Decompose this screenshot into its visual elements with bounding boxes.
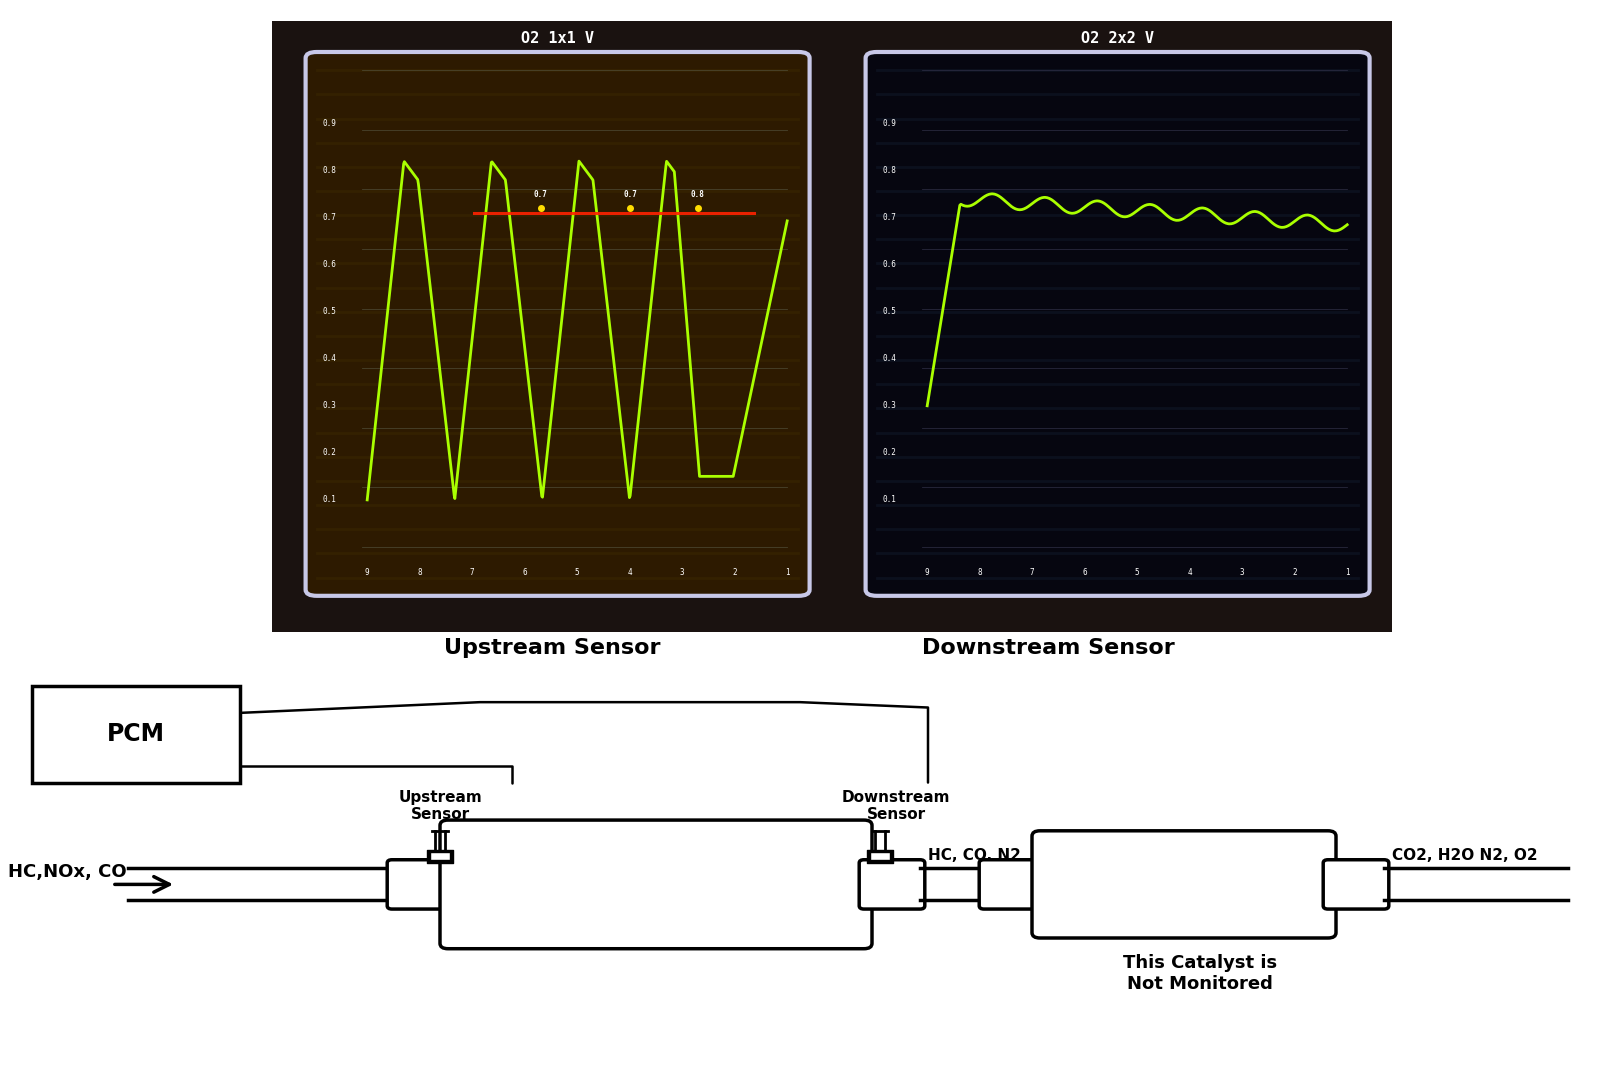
Text: 0.5: 0.5: [322, 308, 336, 316]
Text: 5: 5: [574, 568, 579, 578]
Text: 0.6: 0.6: [322, 260, 336, 269]
Text: 1: 1: [1346, 568, 1349, 578]
Text: O2 2x2 V: O2 2x2 V: [1082, 31, 1154, 46]
Text: 9: 9: [925, 568, 930, 578]
Text: HC, CO, N2: HC, CO, N2: [928, 848, 1021, 863]
Text: 6: 6: [522, 568, 526, 578]
FancyBboxPatch shape: [250, 10, 1414, 644]
FancyBboxPatch shape: [32, 686, 240, 783]
Text: 0.7: 0.7: [534, 190, 547, 198]
FancyBboxPatch shape: [1323, 860, 1389, 909]
FancyBboxPatch shape: [859, 860, 925, 909]
Text: 4: 4: [627, 568, 632, 578]
Text: 0.6: 0.6: [883, 260, 896, 269]
Text: 2: 2: [733, 568, 738, 578]
Text: 7: 7: [470, 568, 475, 578]
Text: 5: 5: [1134, 568, 1139, 578]
Text: 0.8: 0.8: [883, 166, 896, 175]
Text: 1: 1: [786, 568, 789, 578]
Text: 0.9: 0.9: [883, 119, 896, 128]
Text: 0.3: 0.3: [883, 401, 896, 411]
Text: 0.1: 0.1: [883, 495, 896, 505]
Text: O2 1x1 V: O2 1x1 V: [522, 31, 594, 46]
Text: PCM: PCM: [107, 723, 165, 746]
Text: Downstream Sensor: Downstream Sensor: [922, 638, 1174, 658]
FancyBboxPatch shape: [866, 51, 1370, 596]
Text: 0.7: 0.7: [322, 213, 336, 222]
Text: 0.9: 0.9: [322, 119, 336, 128]
Text: Upstream
Sensor: Upstream Sensor: [398, 790, 482, 822]
Text: 0.1: 0.1: [322, 495, 336, 505]
Text: 0.8: 0.8: [322, 166, 336, 175]
Text: HC,NOx, CO: HC,NOx, CO: [8, 863, 126, 881]
Text: 4: 4: [1187, 568, 1192, 578]
Text: 0.2: 0.2: [322, 448, 336, 458]
FancyBboxPatch shape: [306, 51, 810, 596]
Text: Downstream
Sensor: Downstream Sensor: [842, 790, 950, 822]
Text: 0.3: 0.3: [322, 401, 336, 411]
Text: 0.7: 0.7: [624, 190, 637, 198]
Text: 3: 3: [680, 568, 685, 578]
Text: 0.8: 0.8: [691, 190, 704, 198]
Text: 8: 8: [978, 568, 982, 578]
Text: 3: 3: [1240, 568, 1245, 578]
FancyBboxPatch shape: [440, 820, 872, 949]
Text: CO2, H2O N2, O2: CO2, H2O N2, O2: [1392, 848, 1538, 863]
FancyBboxPatch shape: [430, 852, 450, 860]
Text: 0.5: 0.5: [883, 308, 896, 316]
Text: 0.4: 0.4: [322, 354, 336, 363]
Text: 6: 6: [1082, 568, 1086, 578]
Text: 2: 2: [1293, 568, 1298, 578]
FancyBboxPatch shape: [979, 860, 1045, 909]
Text: 0.2: 0.2: [883, 448, 896, 458]
FancyBboxPatch shape: [870, 852, 890, 860]
Text: 7: 7: [1030, 568, 1035, 578]
FancyBboxPatch shape: [387, 860, 453, 909]
Text: 9: 9: [365, 568, 370, 578]
Text: 8: 8: [418, 568, 422, 578]
Text: 0.4: 0.4: [883, 354, 896, 363]
Text: This Catalyst is
Not Monitored: This Catalyst is Not Monitored: [1123, 954, 1277, 993]
FancyBboxPatch shape: [1032, 831, 1336, 938]
Text: 0.7: 0.7: [883, 213, 896, 222]
Text: Upstream Sensor: Upstream Sensor: [443, 638, 661, 658]
